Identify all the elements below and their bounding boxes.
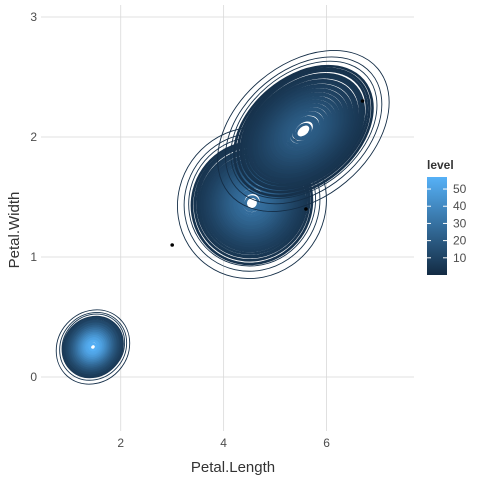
y-tick-labels: 0 1 2 3: [30, 10, 37, 384]
contour-line: [289, 117, 318, 144]
contour-line: [241, 72, 366, 190]
density-cluster: [55, 309, 131, 385]
contour-line: [244, 195, 260, 211]
legend-tick-label: 20: [453, 234, 467, 248]
point-layer: [170, 99, 365, 247]
contour-line: [292, 118, 316, 141]
contour-layer: [55, 50, 390, 385]
legend-colorbar: [427, 177, 447, 275]
x-tick-labels: 2 4 6: [117, 436, 330, 450]
legend-tick-label: 40: [453, 199, 467, 213]
contour-line: [294, 122, 312, 140]
contour-line: [233, 64, 374, 198]
contour-line: [55, 309, 131, 385]
contour-line: [59, 312, 128, 381]
contour-line: [230, 60, 378, 199]
data-point: [360, 99, 365, 103]
contour-line: [225, 56, 383, 205]
legend-tick-label: 30: [453, 216, 467, 230]
data-point: [304, 207, 308, 211]
data-point: [170, 243, 174, 247]
legend-tick-label: 10: [453, 251, 467, 265]
x-tick-label: 4: [220, 436, 227, 450]
y-axis-title: Petal.Width: [6, 192, 23, 269]
contour-line: [177, 126, 327, 280]
density-cluster: [217, 50, 390, 212]
contour-line: [239, 69, 369, 191]
contour-line: [217, 50, 390, 212]
x-axis-title: Petal.Length: [191, 459, 275, 476]
y-tick-label: 2: [30, 130, 37, 144]
y-tick-label: 1: [30, 250, 37, 264]
contour-line: [244, 74, 364, 187]
legend-title: level: [427, 158, 454, 172]
y-tick-label: 0: [30, 370, 37, 384]
legend-tick-label: 50: [453, 182, 467, 196]
x-tick-label: 6: [323, 436, 330, 450]
legend-ticks: 10 20 30 40 50: [427, 182, 467, 265]
contour-line: [88, 342, 98, 352]
legend: level 10 20 30 40 50: [427, 158, 467, 275]
y-tick-label: 3: [30, 10, 37, 24]
contour-line: [241, 191, 263, 212]
contour-line: [236, 67, 371, 194]
x-tick-label: 2: [117, 436, 124, 450]
